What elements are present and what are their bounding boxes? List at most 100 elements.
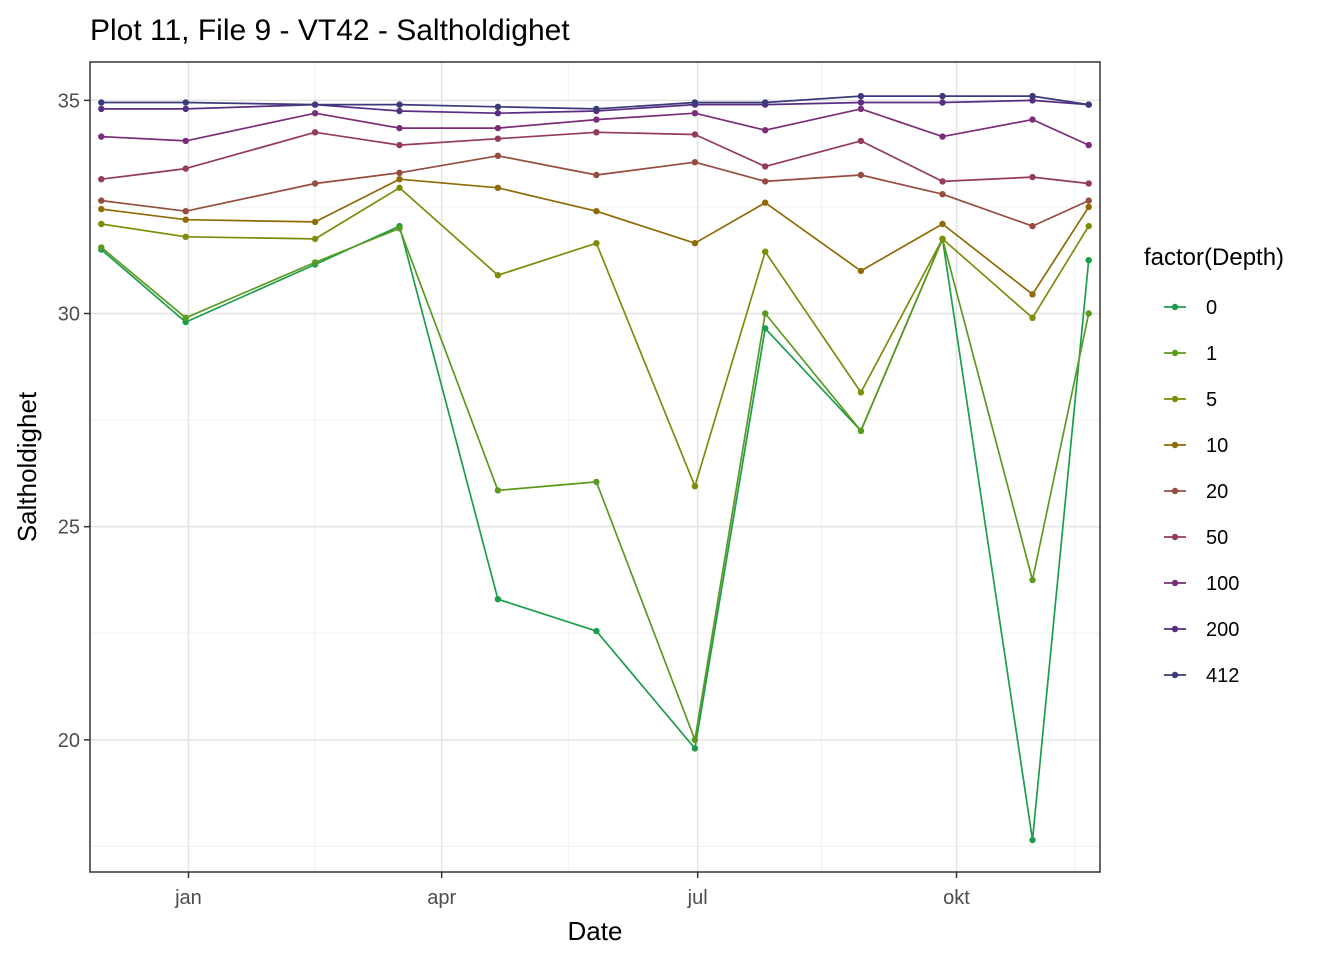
series-points (98, 92, 1092, 844)
data-point-1 (762, 310, 769, 317)
series-line-20 (101, 154, 1090, 227)
data-point-412 (1029, 92, 1036, 100)
data-point-1 (1085, 310, 1092, 317)
data-point-100 (762, 127, 769, 134)
series-line-100 (101, 108, 1090, 146)
series-line-412 (101, 95, 1089, 110)
data-point-412 (691, 99, 699, 106)
data-point-10 (182, 216, 189, 223)
series-line-0 (100, 225, 1090, 841)
data-point-20 (98, 197, 105, 204)
legend-item-100: 100 (1164, 573, 1239, 595)
legend-key-point (1171, 625, 1179, 633)
data-point-1 (182, 314, 189, 321)
data-point-20 (396, 169, 403, 176)
data-point-10 (691, 240, 699, 247)
series-line-1 (100, 227, 1090, 741)
data-point-100 (396, 124, 403, 132)
data-point-1 (691, 736, 699, 743)
data-point-200 (396, 107, 403, 115)
legend-label: 412 (1206, 665, 1239, 687)
x-axis: jan apr jul okt (174, 872, 970, 909)
data-point-10 (1085, 203, 1092, 211)
data-point-1 (593, 478, 600, 486)
data-point-5 (939, 235, 946, 243)
legend-item-10: 10 (1164, 435, 1228, 457)
data-point-20 (182, 208, 189, 215)
legend-key-point (1171, 671, 1179, 679)
data-point-0 (1029, 836, 1036, 844)
data-point-5 (98, 220, 105, 228)
data-point-200 (182, 105, 189, 113)
legend-key-point (1171, 395, 1179, 403)
data-point-100 (311, 110, 319, 117)
legend-item-1: 1 (1164, 343, 1217, 365)
data-point-20 (1029, 222, 1036, 230)
legend-label: 5 (1206, 389, 1217, 411)
data-point-50 (857, 137, 865, 145)
data-point-1 (1029, 576, 1036, 584)
data-point-5 (1085, 222, 1092, 230)
data-point-5 (857, 389, 865, 396)
data-point-20 (311, 180, 319, 187)
data-point-20 (691, 159, 699, 166)
data-point-0 (762, 325, 769, 332)
data-point-10 (98, 205, 105, 213)
legend-label: 20 (1206, 481, 1228, 503)
data-point-20 (939, 191, 946, 198)
data-point-1 (98, 244, 105, 251)
data-point-412 (1085, 101, 1092, 108)
chart-title: Plot 11, File 9 - VT42 - Saltholdighet (90, 14, 570, 47)
data-point-100 (691, 110, 699, 117)
data-point-10 (593, 208, 600, 215)
plot-border (89, 61, 1101, 873)
data-point-50 (1085, 180, 1092, 187)
y-tick-label: 25 (58, 517, 80, 539)
x-tick-label: jan (174, 887, 202, 909)
data-point-100 (857, 105, 865, 113)
data-point-200 (939, 99, 946, 106)
grid-major (90, 62, 1100, 872)
data-point-20 (593, 171, 600, 179)
data-point-200 (494, 110, 502, 117)
data-point-100 (182, 137, 189, 145)
data-point-10 (939, 220, 946, 228)
data-point-50 (691, 131, 699, 138)
data-point-200 (857, 99, 865, 106)
data-point-200 (98, 105, 105, 113)
data-point-10 (1029, 291, 1036, 298)
data-point-50 (494, 135, 502, 142)
data-point-50 (1029, 173, 1036, 181)
data-point-0 (691, 745, 699, 752)
data-point-100 (1029, 116, 1036, 123)
data-point-5 (396, 184, 403, 191)
series-line-200 (101, 99, 1089, 115)
data-point-1 (396, 225, 403, 232)
y-tick-label: 20 (58, 730, 80, 752)
data-point-100 (1085, 141, 1092, 149)
data-point-412 (396, 101, 403, 108)
data-point-20 (1085, 197, 1092, 204)
series-line-5 (101, 186, 1090, 488)
data-point-1 (857, 427, 865, 434)
legend-items: 0 1 5 10 20 50 100 200 412 (1164, 297, 1239, 687)
plot-background (90, 62, 1100, 872)
y-axis: 20 25 30 35 (58, 90, 90, 752)
legend-label: 1 (1206, 343, 1217, 365)
plot-panel (89, 61, 1101, 873)
data-point-50 (311, 129, 319, 136)
data-point-10 (494, 184, 502, 191)
legend-label: 50 (1206, 527, 1228, 549)
x-tick-label: jul (687, 887, 708, 909)
data-point-20 (857, 171, 865, 179)
data-point-10 (311, 218, 319, 226)
legend: factor(Depth) 0 1 5 10 20 50 100 200 412 (1144, 244, 1284, 687)
data-point-50 (762, 163, 769, 170)
data-point-10 (396, 176, 403, 183)
data-point-50 (396, 141, 403, 149)
data-point-50 (182, 165, 189, 172)
data-point-20 (494, 152, 502, 159)
data-point-5 (1029, 314, 1036, 321)
y-axis-title: Saltholdighet (12, 391, 42, 542)
